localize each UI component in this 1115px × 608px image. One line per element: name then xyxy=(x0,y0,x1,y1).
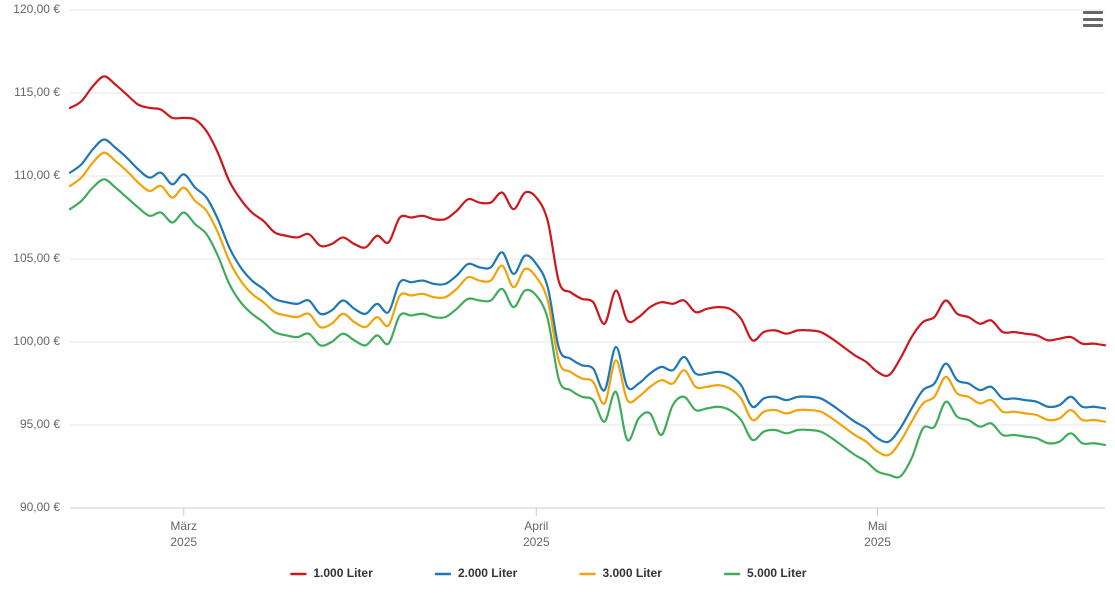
x-axis-sublabel: 2025 xyxy=(523,535,550,549)
x-axis-sublabel: 2025 xyxy=(864,535,891,549)
y-axis-label: 105,00 € xyxy=(13,251,60,265)
series-line-3 xyxy=(70,179,1105,477)
legend-item-1[interactable]: 2.000 Liter xyxy=(436,566,518,580)
line-chart: 90,00 € 95,00 € 100,00 € 105,00 € 110,00 € 11… xyxy=(0,0,1115,608)
y-axis-label: 90,00 € xyxy=(20,500,60,514)
chart-menu-button[interactable] xyxy=(1081,8,1105,30)
chart-container: 90,00 € 95,00 € 100,00 € 105,00 € 110,00 € 11… xyxy=(0,0,1115,608)
legend: 1.000 Liter 2.000 Liter 3.000 Liter 5.000 L… xyxy=(291,566,806,580)
y-axis-label: 115,00 € xyxy=(14,85,60,99)
y-axis-label: 100,00 € xyxy=(13,334,60,348)
legend-item-0[interactable]: 1.000 Liter xyxy=(291,566,373,580)
x-axis-label: März xyxy=(170,519,197,533)
legend-label: 1.000 Liter xyxy=(313,566,373,580)
legend-item-2[interactable]: 3.000 Liter xyxy=(581,566,663,580)
x-axis-label: Mai xyxy=(868,519,887,533)
legend-item-3[interactable]: 5.000 Liter xyxy=(725,566,807,580)
x-axis-label: April xyxy=(524,519,548,533)
y-axis-label: 95,00 € xyxy=(20,417,60,431)
legend-label: 5.000 Liter xyxy=(747,566,807,580)
series-line-0 xyxy=(70,76,1105,376)
y-axis-label: 120,00 € xyxy=(13,2,60,16)
legend-label: 3.000 Liter xyxy=(603,566,663,580)
legend-label: 2.000 Liter xyxy=(458,566,518,580)
x-axis-sublabel: 2025 xyxy=(170,535,197,549)
y-axis-label: 110,00 € xyxy=(14,168,60,182)
